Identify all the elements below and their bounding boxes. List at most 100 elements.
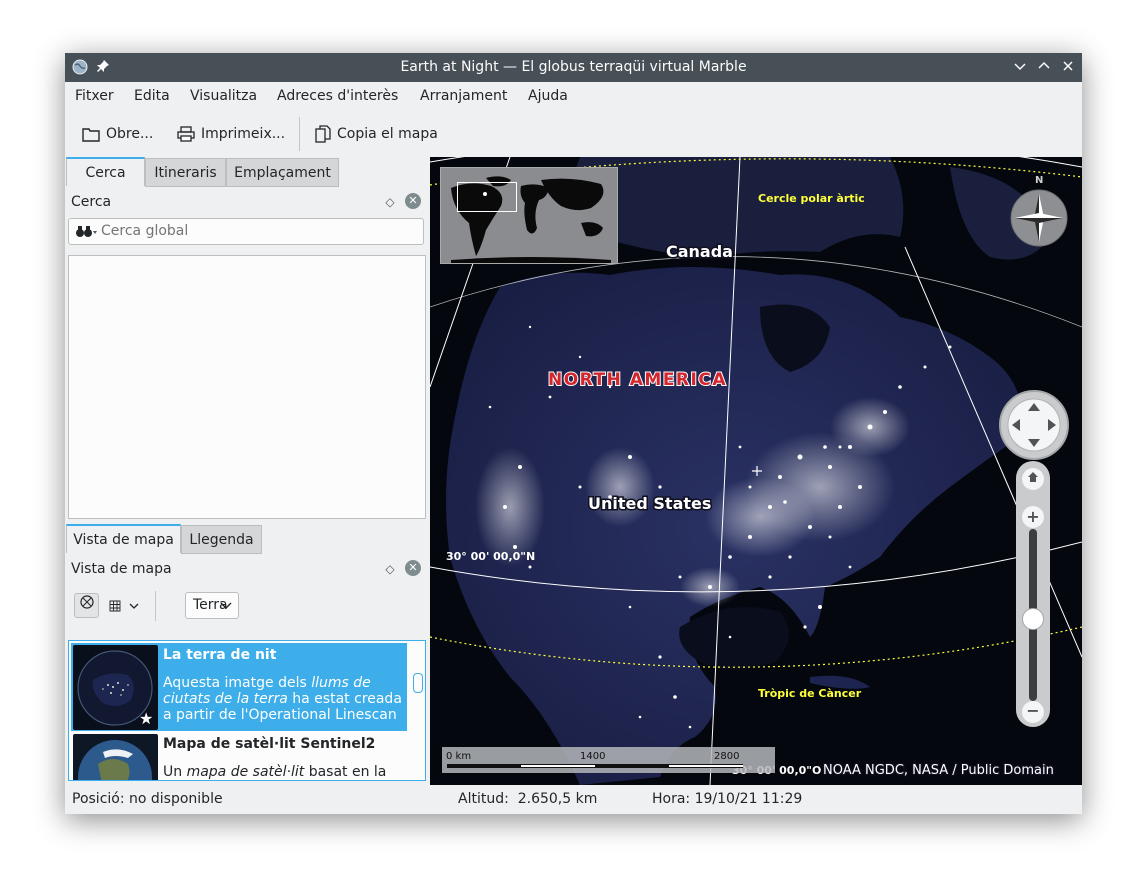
theme-item-sentinel2[interactable]: Mapa de satèl·lit Sentinel2 Un mapa de s… [71, 732, 407, 780]
scale-label-1400: 1400 [580, 751, 606, 762]
pan-down-icon [1028, 439, 1040, 447]
city-light-dots [488, 325, 952, 729]
chevron-down-icon[interactable] [220, 598, 232, 614]
scale-label-0: 0 km [446, 751, 472, 762]
float-panel-icon[interactable]: ◇ [385, 562, 395, 576]
tab-legend[interactable]: Llegenda [181, 525, 262, 554]
position-status: Posició: no disponible [72, 791, 223, 807]
graticule-line [430, 256, 1082, 328]
cuba-land [810, 675, 870, 689]
printer-icon [177, 126, 195, 142]
arctic-circle-line [430, 158, 1082, 186]
position-marker-icon [752, 466, 762, 476]
zoom-in-button[interactable]: + [1022, 506, 1044, 528]
list-scrollbar-handle[interactable] [413, 673, 423, 693]
theme-title: Mapa de satèl·lit Sentinel2 [163, 736, 376, 752]
search-field[interactable] [68, 218, 424, 245]
close-panel-icon[interactable]: ✕ [405, 560, 421, 576]
folder-open-icon [82, 128, 100, 142]
close-panel-icon[interactable]: ✕ [405, 193, 421, 209]
copy-icon [315, 125, 331, 143]
overview-viewport-rect [457, 182, 517, 212]
toolbar: Obre... Imprimeix... Copia el mapa [65, 110, 1082, 156]
attribution-label: NOAA NGDC, NASA / Public Domain [823, 763, 1054, 778]
zoom-slider-handle[interactable] [1022, 608, 1044, 630]
longitude-line [904, 246, 1082, 658]
city-lights [475, 397, 910, 607]
home-button[interactable] [1022, 468, 1044, 490]
longitude-line [709, 157, 741, 785]
theme-description: Aquesta imatge dels llums de ciutats de … [163, 675, 402, 723]
theme-title: La terra de nit [163, 647, 277, 663]
copy-map-button[interactable]: Copia el mapa [315, 124, 438, 144]
pan-up-icon [1028, 403, 1040, 411]
theme-thumbnail [73, 645, 158, 730]
compass-rose-icon [1010, 189, 1068, 247]
pan-right-icon [1048, 419, 1056, 431]
home-icon [1028, 472, 1038, 482]
open-button[interactable]: Obre... [82, 124, 153, 144]
close-button[interactable] [1058, 57, 1078, 77]
overview-position-dot [483, 192, 487, 196]
favorite-star-icon[interactable]: ★ [139, 709, 154, 728]
zoom-out-button[interactable]: − [1022, 701, 1044, 723]
pan-left-icon [1012, 419, 1020, 431]
tab-location[interactable]: Emplaçament [226, 158, 339, 187]
overview-map[interactable] [440, 167, 618, 264]
tab-map-view[interactable]: Vista de mapa [66, 524, 181, 553]
pan-control[interactable] [998, 389, 1070, 461]
window-title: Earth at Night — El globus terraqüi virt… [400, 59, 747, 75]
north-america-label: NORTH AMERICA [548, 370, 727, 390]
search-panel-title: Cerca [71, 194, 112, 210]
menu-settings[interactable]: Arranjament [420, 88, 508, 104]
globe-view-button[interactable] [74, 593, 99, 618]
zoom-control: + − [1016, 461, 1050, 727]
minimize-button[interactable] [1010, 57, 1030, 77]
hudson-bay [760, 304, 830, 372]
theme-description: Un mapa de satèl·lit basat en la [163, 764, 387, 780]
float-panel-icon[interactable]: ◇ [385, 195, 395, 209]
time-status: Hora: 19/10/21 11:29 [652, 791, 803, 807]
celestial-body-value: Terra [193, 597, 228, 613]
celestial-body-select[interactable]: Terra [185, 592, 239, 619]
altitude-status: Altitud: 2.650,5 km [458, 791, 598, 807]
maximize-button[interactable] [1034, 57, 1054, 77]
theme-thumbnail [73, 734, 158, 780]
binoculars-icon[interactable] [75, 223, 97, 243]
pin-icon[interactable] [95, 59, 111, 75]
chevron-down-icon [129, 603, 139, 609]
tab-search[interactable]: Cerca [66, 157, 145, 186]
tab-routes[interactable]: Itineraris [145, 158, 226, 187]
copy-map-label: Copia el mapa [337, 126, 438, 142]
open-label: Obre... [106, 126, 154, 142]
theme-item-earth-at-night[interactable]: ★ La terra de nit Aquesta imatge dels ll… [71, 643, 407, 731]
projection-dropdown[interactable] [109, 597, 145, 615]
compass-north-label: N [1035, 175, 1044, 186]
mapview-panel-title: Vista de mapa [71, 561, 172, 577]
united-states-label: United States [588, 494, 711, 513]
menu-edit[interactable]: Edita [134, 88, 170, 104]
menu-help[interactable]: Ajuda [528, 88, 568, 104]
menu-bar: Fitxer Edita Visualitza Adreces d'interè… [65, 82, 1082, 110]
title-bar[interactable]: Earth at Night — El globus terraqüi virt… [65, 53, 1082, 82]
latitude-30-label: 30° 00' 00,0"N [446, 550, 535, 563]
search-results-list[interactable] [68, 255, 426, 519]
menu-file[interactable]: Fitxer [75, 88, 114, 104]
tropic-of-cancer-label: Tròpic de Càncer [758, 687, 862, 700]
gulf-of-mexico [679, 607, 789, 670]
map-view[interactable]: Cercle polar àrtic Canada NORTH AMERICA … [430, 157, 1082, 785]
grid-icon [109, 600, 121, 612]
globe-grid-icon [79, 595, 94, 609]
search-input[interactable] [99, 222, 413, 240]
scale-label-2800: 2800 [714, 751, 740, 762]
print-button[interactable]: Imprimeix... [177, 124, 285, 144]
arctic-circle-label: Cercle polar àrtic [758, 192, 865, 205]
compass: N [1008, 175, 1072, 249]
menu-view[interactable]: Visualitza [190, 88, 258, 104]
map-theme-list[interactable]: ★ La terra de nit Aquesta imatge dels ll… [68, 640, 426, 781]
globe-icon[interactable] [72, 59, 88, 75]
latitude-line-30n [430, 541, 1082, 593]
menu-bookmarks[interactable]: Adreces d'interès [277, 88, 399, 104]
status-bar: Posició: no disponible Altitud: 2.650,5 … [65, 785, 1082, 814]
scale-bar-line [447, 764, 743, 768]
